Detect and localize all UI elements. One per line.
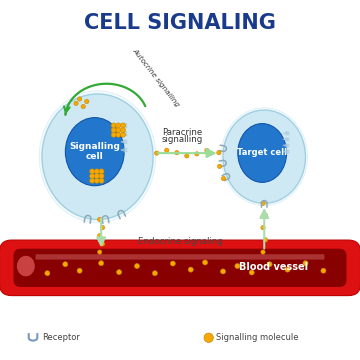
Circle shape <box>74 101 78 105</box>
Circle shape <box>99 178 104 183</box>
Circle shape <box>154 151 159 155</box>
Circle shape <box>205 148 209 153</box>
Circle shape <box>45 271 50 276</box>
Circle shape <box>81 104 85 109</box>
Text: Signalling molecule: Signalling molecule <box>216 333 298 342</box>
Circle shape <box>100 242 105 246</box>
Circle shape <box>99 261 104 266</box>
Text: signalling: signalling <box>161 135 202 144</box>
Circle shape <box>98 234 102 238</box>
Circle shape <box>116 127 121 132</box>
Circle shape <box>85 99 89 104</box>
Circle shape <box>175 150 179 155</box>
Circle shape <box>321 268 326 273</box>
Circle shape <box>94 178 99 183</box>
Ellipse shape <box>221 108 307 206</box>
Circle shape <box>203 260 208 265</box>
Circle shape <box>170 261 175 266</box>
Circle shape <box>121 127 126 132</box>
Ellipse shape <box>39 91 156 222</box>
Circle shape <box>98 250 102 254</box>
FancyBboxPatch shape <box>14 249 346 287</box>
Ellipse shape <box>223 110 306 203</box>
Circle shape <box>99 169 104 174</box>
Text: Target cell: Target cell <box>237 148 287 157</box>
Circle shape <box>98 217 102 222</box>
Circle shape <box>94 174 99 179</box>
Circle shape <box>261 250 265 254</box>
Circle shape <box>267 262 272 267</box>
Ellipse shape <box>42 94 153 220</box>
FancyBboxPatch shape <box>0 240 360 296</box>
Circle shape <box>111 123 116 128</box>
Text: Paracrine: Paracrine <box>162 128 202 137</box>
Circle shape <box>235 264 240 269</box>
Circle shape <box>111 132 116 137</box>
Circle shape <box>116 123 121 128</box>
Circle shape <box>264 213 267 218</box>
Circle shape <box>261 225 265 230</box>
Text: CELL SIGNALING: CELL SIGNALING <box>84 13 276 33</box>
Circle shape <box>117 270 122 275</box>
Circle shape <box>285 267 290 272</box>
Circle shape <box>94 169 99 174</box>
Circle shape <box>217 164 222 168</box>
Circle shape <box>264 238 267 242</box>
Circle shape <box>90 169 95 174</box>
Circle shape <box>188 267 193 272</box>
Text: Blood vessel: Blood vessel <box>239 262 308 272</box>
Circle shape <box>217 150 221 155</box>
Ellipse shape <box>17 256 35 276</box>
Circle shape <box>249 270 254 275</box>
Circle shape <box>261 201 265 206</box>
Circle shape <box>90 178 95 183</box>
Circle shape <box>90 174 95 179</box>
Circle shape <box>165 148 169 152</box>
Ellipse shape <box>238 123 287 183</box>
Circle shape <box>152 271 157 276</box>
Text: Receptor: Receptor <box>42 333 80 342</box>
Circle shape <box>100 225 105 230</box>
Circle shape <box>77 97 82 101</box>
Text: Signalling
cell: Signalling cell <box>69 142 120 161</box>
Text: Endocrine signaling: Endocrine signaling <box>138 237 222 246</box>
Circle shape <box>204 333 213 342</box>
Circle shape <box>63 262 68 267</box>
Circle shape <box>221 269 225 274</box>
Text: Autocrine signalling: Autocrine signalling <box>132 47 181 108</box>
Circle shape <box>111 127 116 132</box>
FancyBboxPatch shape <box>36 254 324 260</box>
Circle shape <box>185 154 189 158</box>
Ellipse shape <box>66 118 124 186</box>
Circle shape <box>303 261 308 266</box>
Circle shape <box>77 268 82 273</box>
Circle shape <box>116 132 121 137</box>
Circle shape <box>135 264 139 269</box>
Circle shape <box>121 132 126 137</box>
Circle shape <box>221 176 226 181</box>
Circle shape <box>121 123 126 128</box>
Circle shape <box>99 174 104 179</box>
Circle shape <box>195 152 199 156</box>
